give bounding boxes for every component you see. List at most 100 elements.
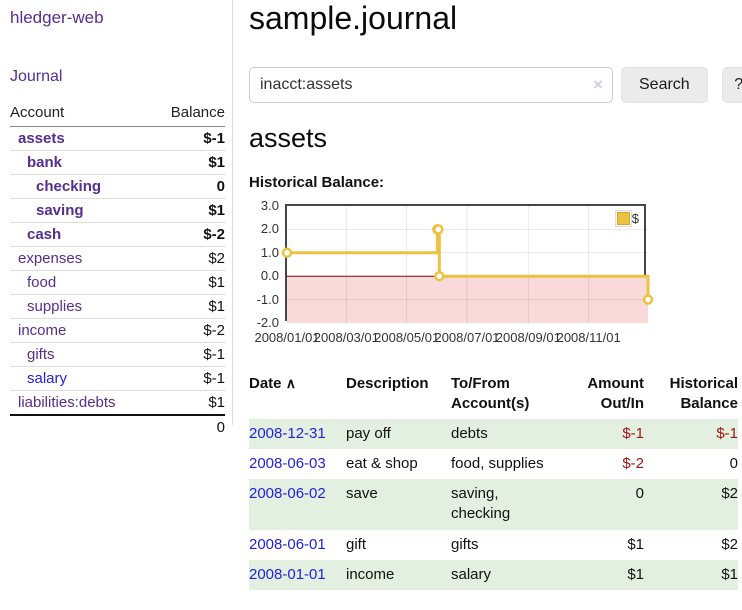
transaction-accounts: food, supplies — [451, 454, 544, 472]
transaction-balance: 0 — [729, 454, 738, 472]
account-heading: assets — [249, 123, 328, 153]
accounts-header-account: Account — [10, 102, 153, 127]
x-axis-tick-label: 2008/09/01 — [495, 330, 561, 345]
transaction-accounts: salary — [451, 565, 492, 583]
transaction-amount: 0 — [635, 485, 644, 502]
search-input[interactable] — [249, 67, 613, 103]
account-balance: $-2 — [152, 222, 225, 247]
register-row: 2008-06-03 eat & shop food, supplies $-2 0 — [249, 449, 738, 479]
register-row: 2008-06-01 gift gifts $1 $2 — [249, 530, 738, 560]
register-header-date[interactable]: Date ∧ — [249, 375, 296, 392]
search-button[interactable]: Search — [621, 67, 708, 103]
page-title: sample.journal — [249, 0, 458, 36]
account-row: saving $1 — [10, 198, 225, 223]
data-point-marker — [433, 224, 444, 235]
register-header-description: Description — [346, 375, 429, 392]
sort-ascending-icon[interactable]: ∧ — [285, 375, 296, 391]
sidebar-account-link[interactable]: checking — [36, 178, 102, 195]
historical-balance-chart: $ 3.0 2.0 1.0 0.0 -1.0 -2.0 2008/01/01 2008/03/… — [249, 198, 742, 354]
sidebar-account-link[interactable]: food — [27, 274, 57, 291]
x-axis-tick-label: 2008/11/01 — [556, 330, 621, 345]
account-balance: $1 — [152, 150, 225, 175]
account-balance: $1 — [152, 294, 225, 319]
account-row: bank $1 — [10, 150, 225, 175]
chart-plot-area: $ — [281, 204, 654, 323]
sidebar-account-link[interactable]: bank — [27, 154, 63, 171]
data-point-marker — [281, 247, 293, 259]
account-balance: $1 — [152, 198, 225, 223]
main-content: sample.journal × Search ? assets Histori… — [233, 0, 742, 610]
y-axis-tick-label: 2.0 — [260, 221, 279, 237]
register-row: 2008-06-02 save saving, checking 0 $2 — [249, 479, 738, 530]
x-axis-tick-label: 2008/01/01 — [254, 330, 320, 345]
negative-region — [287, 276, 648, 323]
account-row: checking 0 — [10, 174, 225, 199]
register-table: Date ∧ Description To/From Account(s) Am… — [249, 372, 738, 590]
account-balance: 0 — [152, 174, 225, 199]
account-row: expenses $2 — [10, 246, 225, 271]
transaction-description: gift — [346, 535, 367, 553]
accounts-table: Account Balance assets $-1 bank $1 checking 0… — [10, 102, 225, 439]
sidebar-account-link[interactable]: gifts — [27, 346, 55, 363]
chart-legend: $ — [614, 210, 639, 227]
sidebar-account-link[interactable]: cash — [27, 226, 62, 243]
transaction-date-link[interactable]: 2008-06-03 — [249, 454, 326, 472]
sidebar: hledger-web Journal Account Balance asse… — [0, 0, 233, 610]
sidebar-account-link[interactable]: supplies — [27, 298, 83, 315]
accounts-header-balance: Balance — [152, 102, 225, 127]
account-balance: $-1 — [152, 366, 225, 391]
y-axis-tick-label: 3.0 — [260, 198, 279, 213]
chart-canvas — [281, 206, 654, 323]
sidebar-account-link[interactable]: income — [18, 322, 67, 339]
clear-search-icon[interactable]: × — [593, 75, 603, 94]
transaction-amount: $1 — [627, 565, 644, 583]
transaction-date-link[interactable]: 2008-06-01 — [249, 535, 326, 553]
transaction-accounts: gifts — [451, 535, 479, 553]
account-balance: $1 — [152, 270, 225, 295]
y-axis-tick-label: 0.0 — [260, 268, 279, 284]
transaction-description: save — [346, 485, 378, 502]
transaction-description: eat & shop — [346, 454, 418, 472]
y-axis-tick-label: 1.0 — [260, 244, 279, 260]
sidebar-account-link[interactable]: assets — [18, 130, 65, 147]
legend-label: $ — [631, 211, 639, 226]
accounts-total-row: 0 — [10, 414, 225, 439]
register-header-balance: Historical Balance — [669, 375, 738, 413]
transaction-date-link[interactable]: 2008-01-01 — [249, 565, 326, 583]
sidebar-account-link[interactable]: salary — [27, 370, 68, 387]
account-row: assets $-1 — [10, 126, 225, 151]
legend-swatch-icon — [614, 210, 632, 227]
account-balance: $2 — [152, 246, 225, 271]
sidebar-account-link[interactable]: expenses — [18, 250, 83, 267]
transaction-date-link[interactable]: 2008-06-02 — [249, 485, 326, 502]
chart-title: Historical Balance: — [249, 174, 385, 191]
account-row: liabilities:debts $1 — [10, 390, 225, 416]
account-row: cash $-2 — [10, 222, 225, 247]
transaction-accounts: saving, checking — [451, 485, 511, 523]
account-row: salary $-1 — [10, 366, 225, 391]
x-axis-tick-label: 2008/03/01 — [313, 330, 379, 345]
sidebar-account-link[interactable]: liabilities:debts — [18, 394, 116, 411]
sidebar-item-journal[interactable]: Journal — [10, 68, 63, 85]
transaction-accounts: debts — [451, 424, 488, 442]
help-button[interactable]: ? — [721, 67, 742, 103]
sidebar-account-link[interactable]: saving — [36, 202, 84, 219]
search-bar: × Search ? — [249, 67, 742, 103]
transaction-balance: $2 — [721, 535, 738, 553]
transaction-amount: $-2 — [622, 454, 644, 472]
transaction-amount: $-1 — [622, 424, 644, 442]
account-row: supplies $1 — [10, 294, 225, 319]
y-axis-tick-label: -2.0 — [256, 315, 279, 330]
transaction-date-link[interactable]: 2008-12-31 — [249, 424, 326, 442]
transaction-description: income — [346, 565, 395, 583]
y-axis-tick-label: -1.0 — [256, 291, 279, 307]
account-balance: $-1 — [152, 342, 225, 367]
x-axis-tick-label: 2008/05/01 — [374, 330, 440, 345]
transaction-description: pay off — [346, 424, 391, 442]
app-title-link[interactable]: hledger-web — [10, 8, 104, 27]
account-balance: $-2 — [152, 318, 225, 343]
register-row: 2008-12-31 pay off debts $-1 $-1 — [249, 418, 738, 449]
register-header-accounts: To/From Account(s) — [451, 375, 530, 413]
transaction-balance: $2 — [721, 485, 738, 502]
